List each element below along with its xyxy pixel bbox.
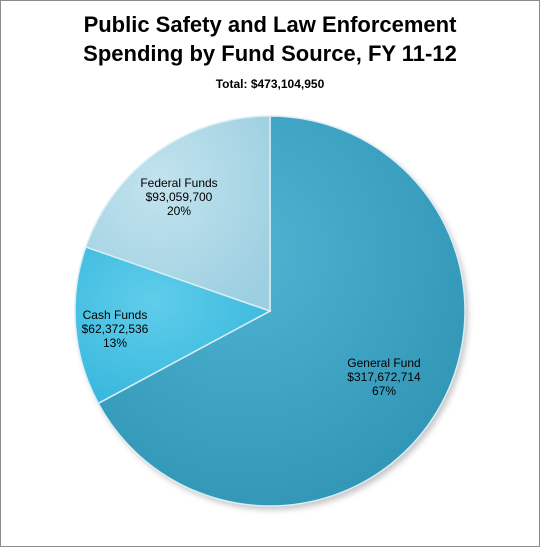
slice-label-name-federal-funds: Federal Funds [140,176,217,190]
pie-slice-general-fund [97,115,466,507]
chart-title-line-1: Public Safety and Law Enforcement [83,12,457,37]
pie-slice-federal-funds [84,115,271,313]
slice-label-percent-federal-funds: 20% [167,204,191,218]
slice-label-percent-cash-funds: 13% [103,336,127,350]
chart-title-line-2: Spending by Fund Source, FY 11-12 [83,41,457,66]
slice-label-value-general-fund: $317,672,714 [347,370,421,384]
slice-label-name-general-fund: General Fund [347,356,420,370]
chart-title: Public Safety and Law Enforcement Spendi… [1,10,539,68]
slice-label-value-cash-funds: $62,372,536 [82,322,149,336]
slice-label-percent-general-fund: 67% [372,384,396,398]
slice-label-name-cash-funds: Cash Funds [83,308,148,322]
slice-label-value-federal-funds: $93,059,700 [146,190,213,204]
pie-slice-cash-funds [74,245,272,405]
chart-subtitle: Total: $473,104,950 [215,77,325,91]
